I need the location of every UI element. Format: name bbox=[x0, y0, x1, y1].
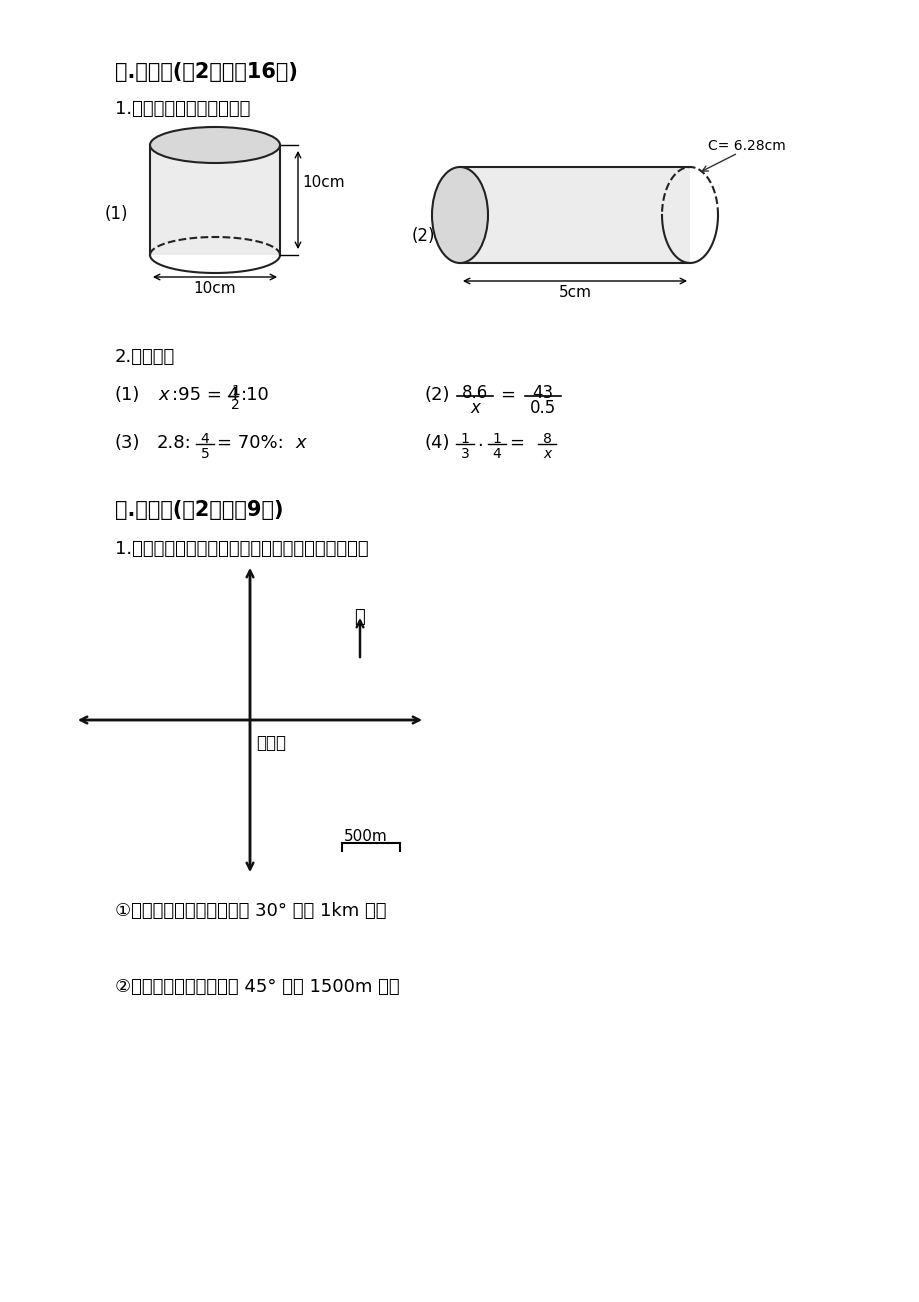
Text: (4): (4) bbox=[425, 434, 450, 452]
Text: 43: 43 bbox=[532, 384, 553, 402]
Text: 10cm: 10cm bbox=[194, 281, 236, 296]
Text: x: x bbox=[295, 434, 305, 452]
Ellipse shape bbox=[432, 167, 487, 263]
Text: x: x bbox=[470, 398, 480, 417]
Text: 8.6: 8.6 bbox=[461, 384, 488, 402]
Text: (1): (1) bbox=[105, 204, 129, 223]
Text: 500m: 500m bbox=[344, 829, 387, 844]
Text: 5cm: 5cm bbox=[558, 285, 591, 299]
Text: :10: :10 bbox=[241, 385, 269, 404]
Text: 五.作图题(共2题，共9分): 五.作图题(共2题，共9分) bbox=[115, 500, 283, 519]
Text: 1: 1 bbox=[492, 432, 501, 447]
Text: 2.解比例。: 2.解比例。 bbox=[115, 348, 175, 366]
Text: 3: 3 bbox=[460, 447, 469, 461]
Text: :95 = 4: :95 = 4 bbox=[172, 385, 239, 404]
Text: ·: · bbox=[476, 437, 482, 454]
Ellipse shape bbox=[150, 128, 279, 163]
Text: x: x bbox=[158, 385, 168, 404]
Text: ②商场在电视塔的南偏西 45° 方向 1500m 处。: ②商场在电视塔的南偏西 45° 方向 1500m 处。 bbox=[115, 978, 399, 996]
Text: C= 6.28cm: C= 6.28cm bbox=[708, 139, 785, 154]
Text: 1.计算下面圆柱的表面积。: 1.计算下面圆柱的表面积。 bbox=[115, 100, 250, 118]
Text: =: = bbox=[508, 434, 524, 452]
Text: x: x bbox=[542, 447, 550, 461]
Text: 四.计算题(共2题，共16分): 四.计算题(共2题，共16分) bbox=[115, 62, 298, 82]
Text: 北: 北 bbox=[354, 608, 365, 626]
Bar bbox=[460, 167, 689, 263]
Bar bbox=[150, 145, 279, 255]
Text: (3): (3) bbox=[115, 434, 141, 452]
Text: =: = bbox=[499, 385, 515, 404]
Text: 1.根据下面的描述，在平面图上标出各场所的位置。: 1.根据下面的描述，在平面图上标出各场所的位置。 bbox=[115, 540, 369, 559]
Text: (2): (2) bbox=[425, 385, 450, 404]
Text: 0.5: 0.5 bbox=[529, 398, 555, 417]
Text: (2): (2) bbox=[412, 227, 435, 245]
Text: 2.8:: 2.8: bbox=[157, 434, 191, 452]
Text: 2: 2 bbox=[231, 398, 240, 411]
Text: = 70%:: = 70%: bbox=[217, 434, 283, 452]
Text: 8: 8 bbox=[542, 432, 550, 447]
Text: 4: 4 bbox=[200, 432, 210, 447]
Text: (1): (1) bbox=[115, 385, 141, 404]
Text: 5: 5 bbox=[200, 447, 210, 461]
Text: 1: 1 bbox=[231, 384, 240, 398]
Text: ①乐乐家在电视塔的北偏东 30° 方向 1km 处。: ①乐乐家在电视塔的北偏东 30° 方向 1km 处。 bbox=[115, 902, 386, 921]
Text: 10cm: 10cm bbox=[301, 174, 345, 190]
Text: 4: 4 bbox=[492, 447, 501, 461]
Text: 电视塔: 电视塔 bbox=[255, 734, 286, 753]
Text: 1: 1 bbox=[460, 432, 469, 447]
